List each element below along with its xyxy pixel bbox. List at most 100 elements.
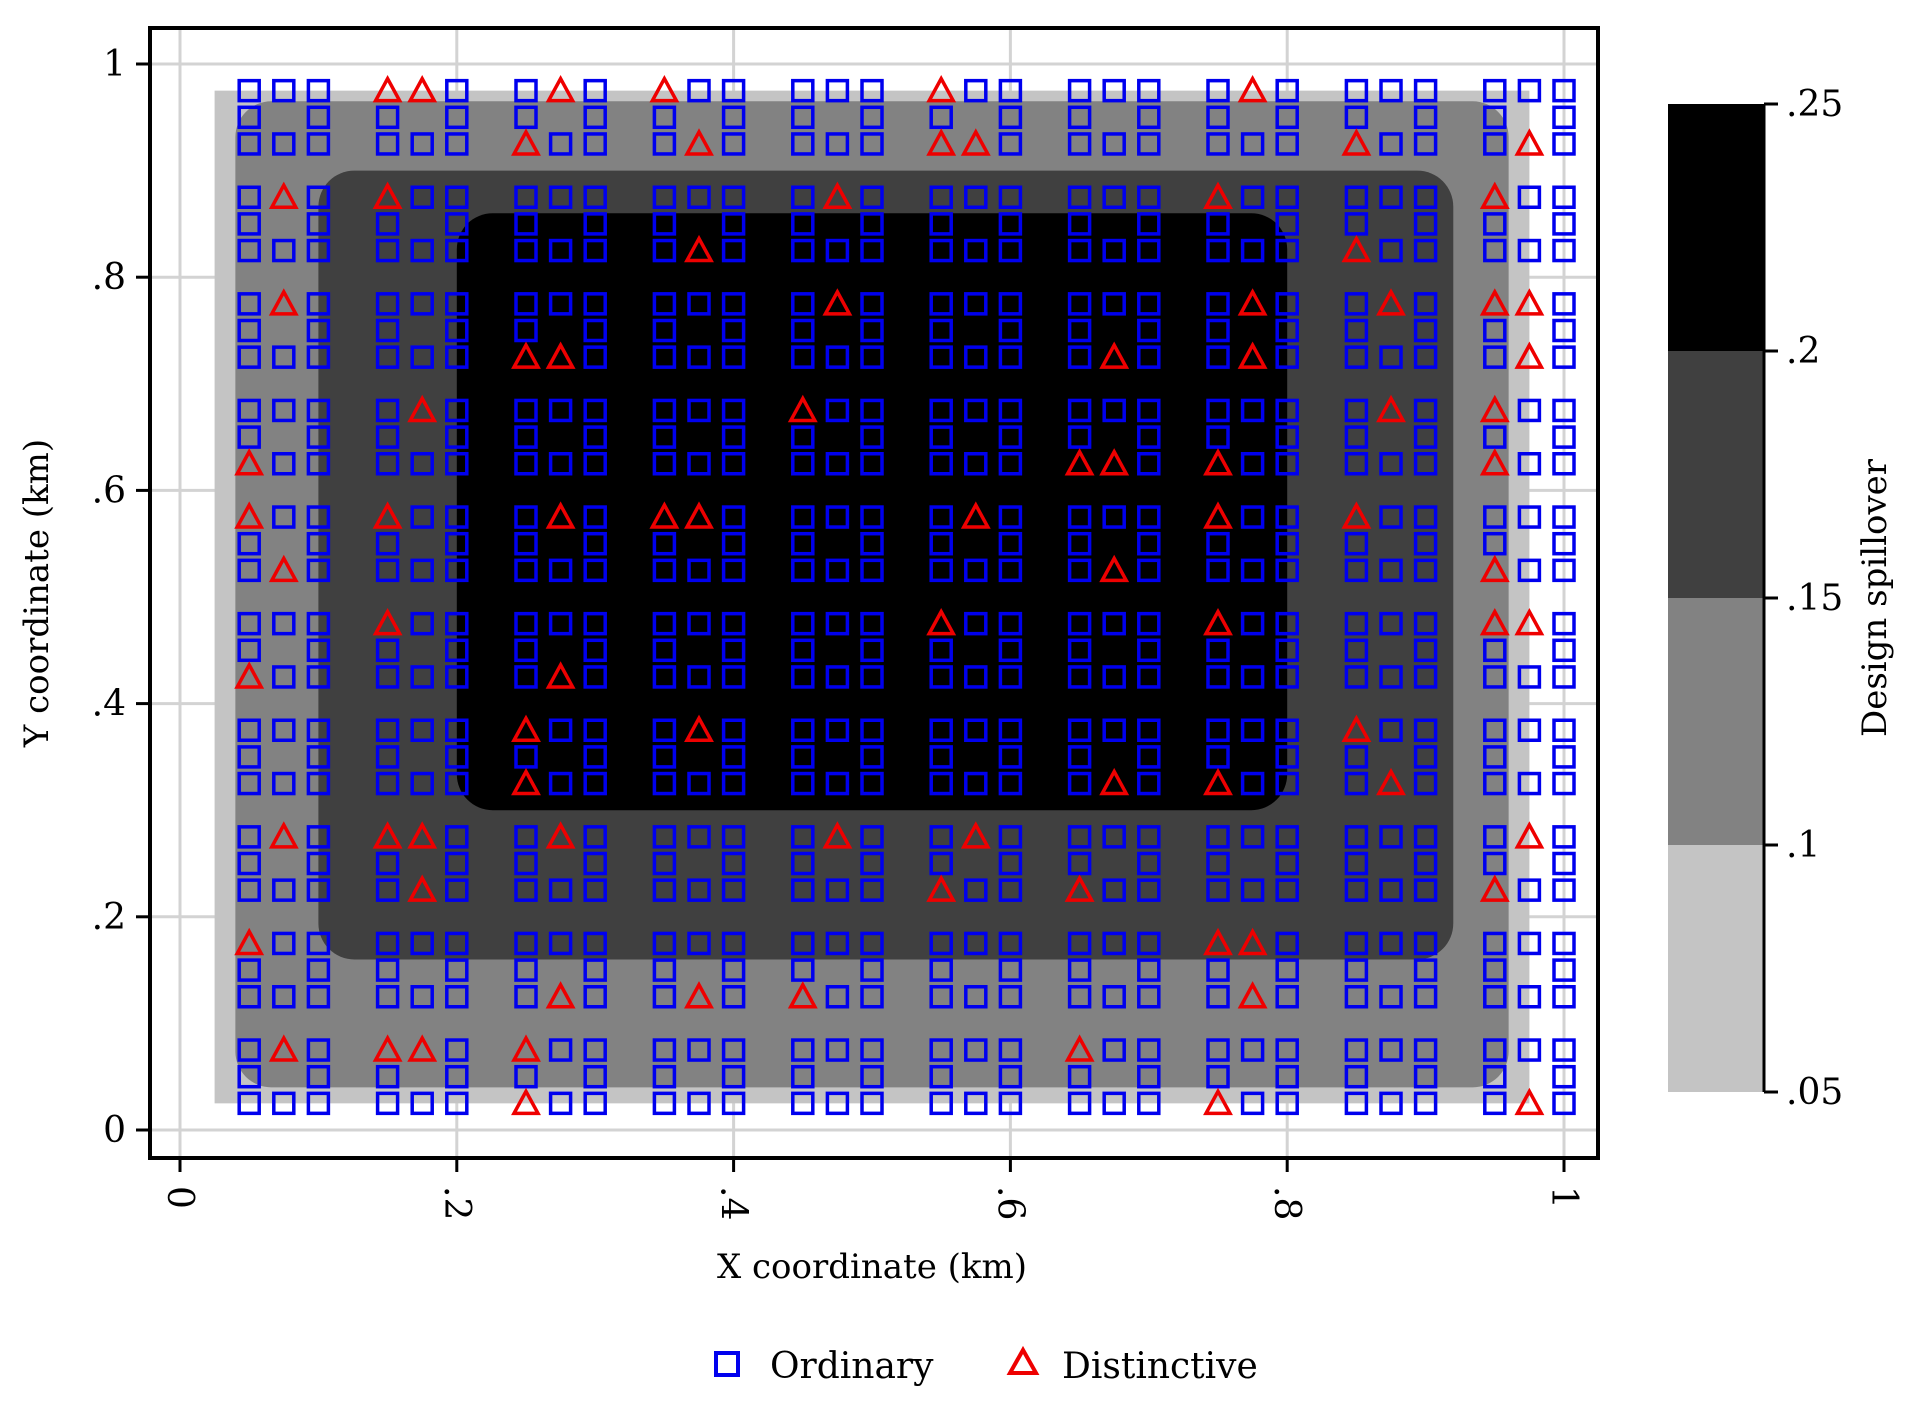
ordinary-point — [237, 985, 261, 1009]
colorbar-tick-label: .1 — [1786, 825, 1820, 866]
ordinary-point — [1552, 318, 1576, 343]
ordinary-point — [998, 558, 1023, 583]
ordinary-point — [1517, 398, 1542, 423]
ordinary-point — [445, 558, 469, 583]
ordinary-point — [791, 825, 815, 849]
ordinary-point — [1137, 345, 1161, 369]
ordinary-point — [929, 345, 953, 369]
ordinary-point — [929, 1038, 953, 1062]
distinctive-point — [234, 661, 265, 689]
ordinary-point — [998, 771, 1023, 796]
ordinary-point — [1275, 558, 1299, 583]
distinctive-point — [1341, 501, 1372, 529]
ordinary-point — [1413, 318, 1438, 343]
ordinary-point — [860, 771, 884, 796]
ordinary-point — [306, 78, 331, 103]
ordinary-point — [306, 398, 331, 423]
ordinary-point — [1240, 771, 1265, 796]
x-tick-label: 0 — [159, 1186, 200, 1209]
ordinary-point — [964, 718, 988, 742]
ordinary-point — [1067, 985, 1092, 1009]
ordinary-point — [1275, 718, 1299, 742]
ordinary-point — [548, 1091, 573, 1116]
ordinary-point — [1137, 452, 1161, 476]
ordinary-point — [1517, 238, 1542, 263]
ordinary-point — [1344, 878, 1369, 902]
distinctive-point — [926, 74, 957, 103]
distinctive-point — [1514, 821, 1545, 849]
ordinary-point — [548, 292, 573, 316]
distinctive-point — [1514, 607, 1545, 636]
ordinary-point — [1413, 452, 1438, 476]
ordinary-point — [583, 958, 607, 982]
ordinary-point — [825, 611, 850, 636]
ordinary-point — [791, 745, 815, 769]
ordinary-point — [1483, 1064, 1507, 1089]
ordinary-point — [1067, 1091, 1092, 1116]
distinctive-point — [1376, 288, 1406, 316]
distinctive-point — [234, 927, 265, 956]
ordinary-point — [1240, 718, 1265, 742]
ordinary-point — [306, 185, 331, 209]
ordinary-point — [583, 745, 607, 769]
ordinary-point — [1413, 958, 1438, 982]
ordinary-point — [652, 745, 677, 769]
ordinary-point — [1344, 1064, 1369, 1089]
distinctive-point — [1479, 874, 1510, 902]
ordinary-point — [272, 878, 296, 902]
ordinary-point — [375, 1091, 400, 1116]
distinctive-point — [407, 874, 438, 902]
ordinary-point — [791, 611, 815, 636]
distinctive-point — [1203, 448, 1233, 476]
ordinary-point — [1413, 611, 1438, 636]
distinctive-point — [1514, 128, 1545, 156]
ordinary-point — [1379, 238, 1403, 263]
ordinary-point — [583, 452, 607, 476]
ordinary-point — [1413, 132, 1438, 156]
distinctive-point — [268, 288, 299, 316]
ordinary-point — [721, 851, 746, 876]
ordinary-point — [237, 425, 261, 449]
ordinary-point — [721, 718, 746, 742]
ordinary-point — [514, 878, 538, 902]
distinctive-point — [684, 501, 714, 529]
ordinary-point — [306, 105, 331, 130]
ordinary-point — [1413, 505, 1438, 529]
ordinary-point — [687, 558, 711, 583]
ordinary-point — [1552, 638, 1576, 663]
ordinary-point — [1483, 985, 1507, 1009]
ordinary-point — [514, 825, 538, 849]
ordinary-point — [1413, 771, 1438, 796]
distinctive-point — [511, 1087, 541, 1116]
ordinary-point — [445, 1038, 469, 1062]
ordinary-point — [860, 1038, 884, 1062]
ordinary-point — [514, 745, 538, 769]
ordinary-point — [791, 1091, 815, 1116]
ordinary-point — [791, 185, 815, 209]
ordinary-point — [998, 531, 1023, 556]
ordinary-point — [687, 665, 711, 689]
ordinary-point — [652, 1064, 677, 1089]
distinctive-point — [787, 394, 818, 423]
distinctive-point — [372, 1034, 403, 1062]
ordinary-point — [721, 505, 746, 529]
ordinary-point — [445, 185, 469, 209]
ordinary-point — [1379, 1091, 1403, 1116]
ordinary-point — [1483, 771, 1507, 796]
ordinary-point — [583, 105, 607, 130]
x-axis-title: X coordinate (km) — [717, 1247, 1027, 1287]
ordinary-point — [1552, 1064, 1576, 1089]
ordinary-point — [1102, 185, 1126, 209]
ordinary-point — [998, 1064, 1023, 1089]
ordinary-point — [652, 1038, 677, 1062]
ordinary-point — [1552, 531, 1576, 556]
ordinary-point — [237, 132, 261, 156]
ordinary-point — [964, 238, 988, 263]
ordinary-point — [375, 212, 400, 236]
distinctive-point — [1099, 448, 1130, 476]
ordinary-point — [306, 558, 331, 583]
ordinary-point — [1517, 452, 1542, 476]
ordinary-point — [998, 78, 1023, 103]
ordinary-point — [998, 745, 1023, 769]
y-tick-label: .6 — [92, 470, 126, 511]
